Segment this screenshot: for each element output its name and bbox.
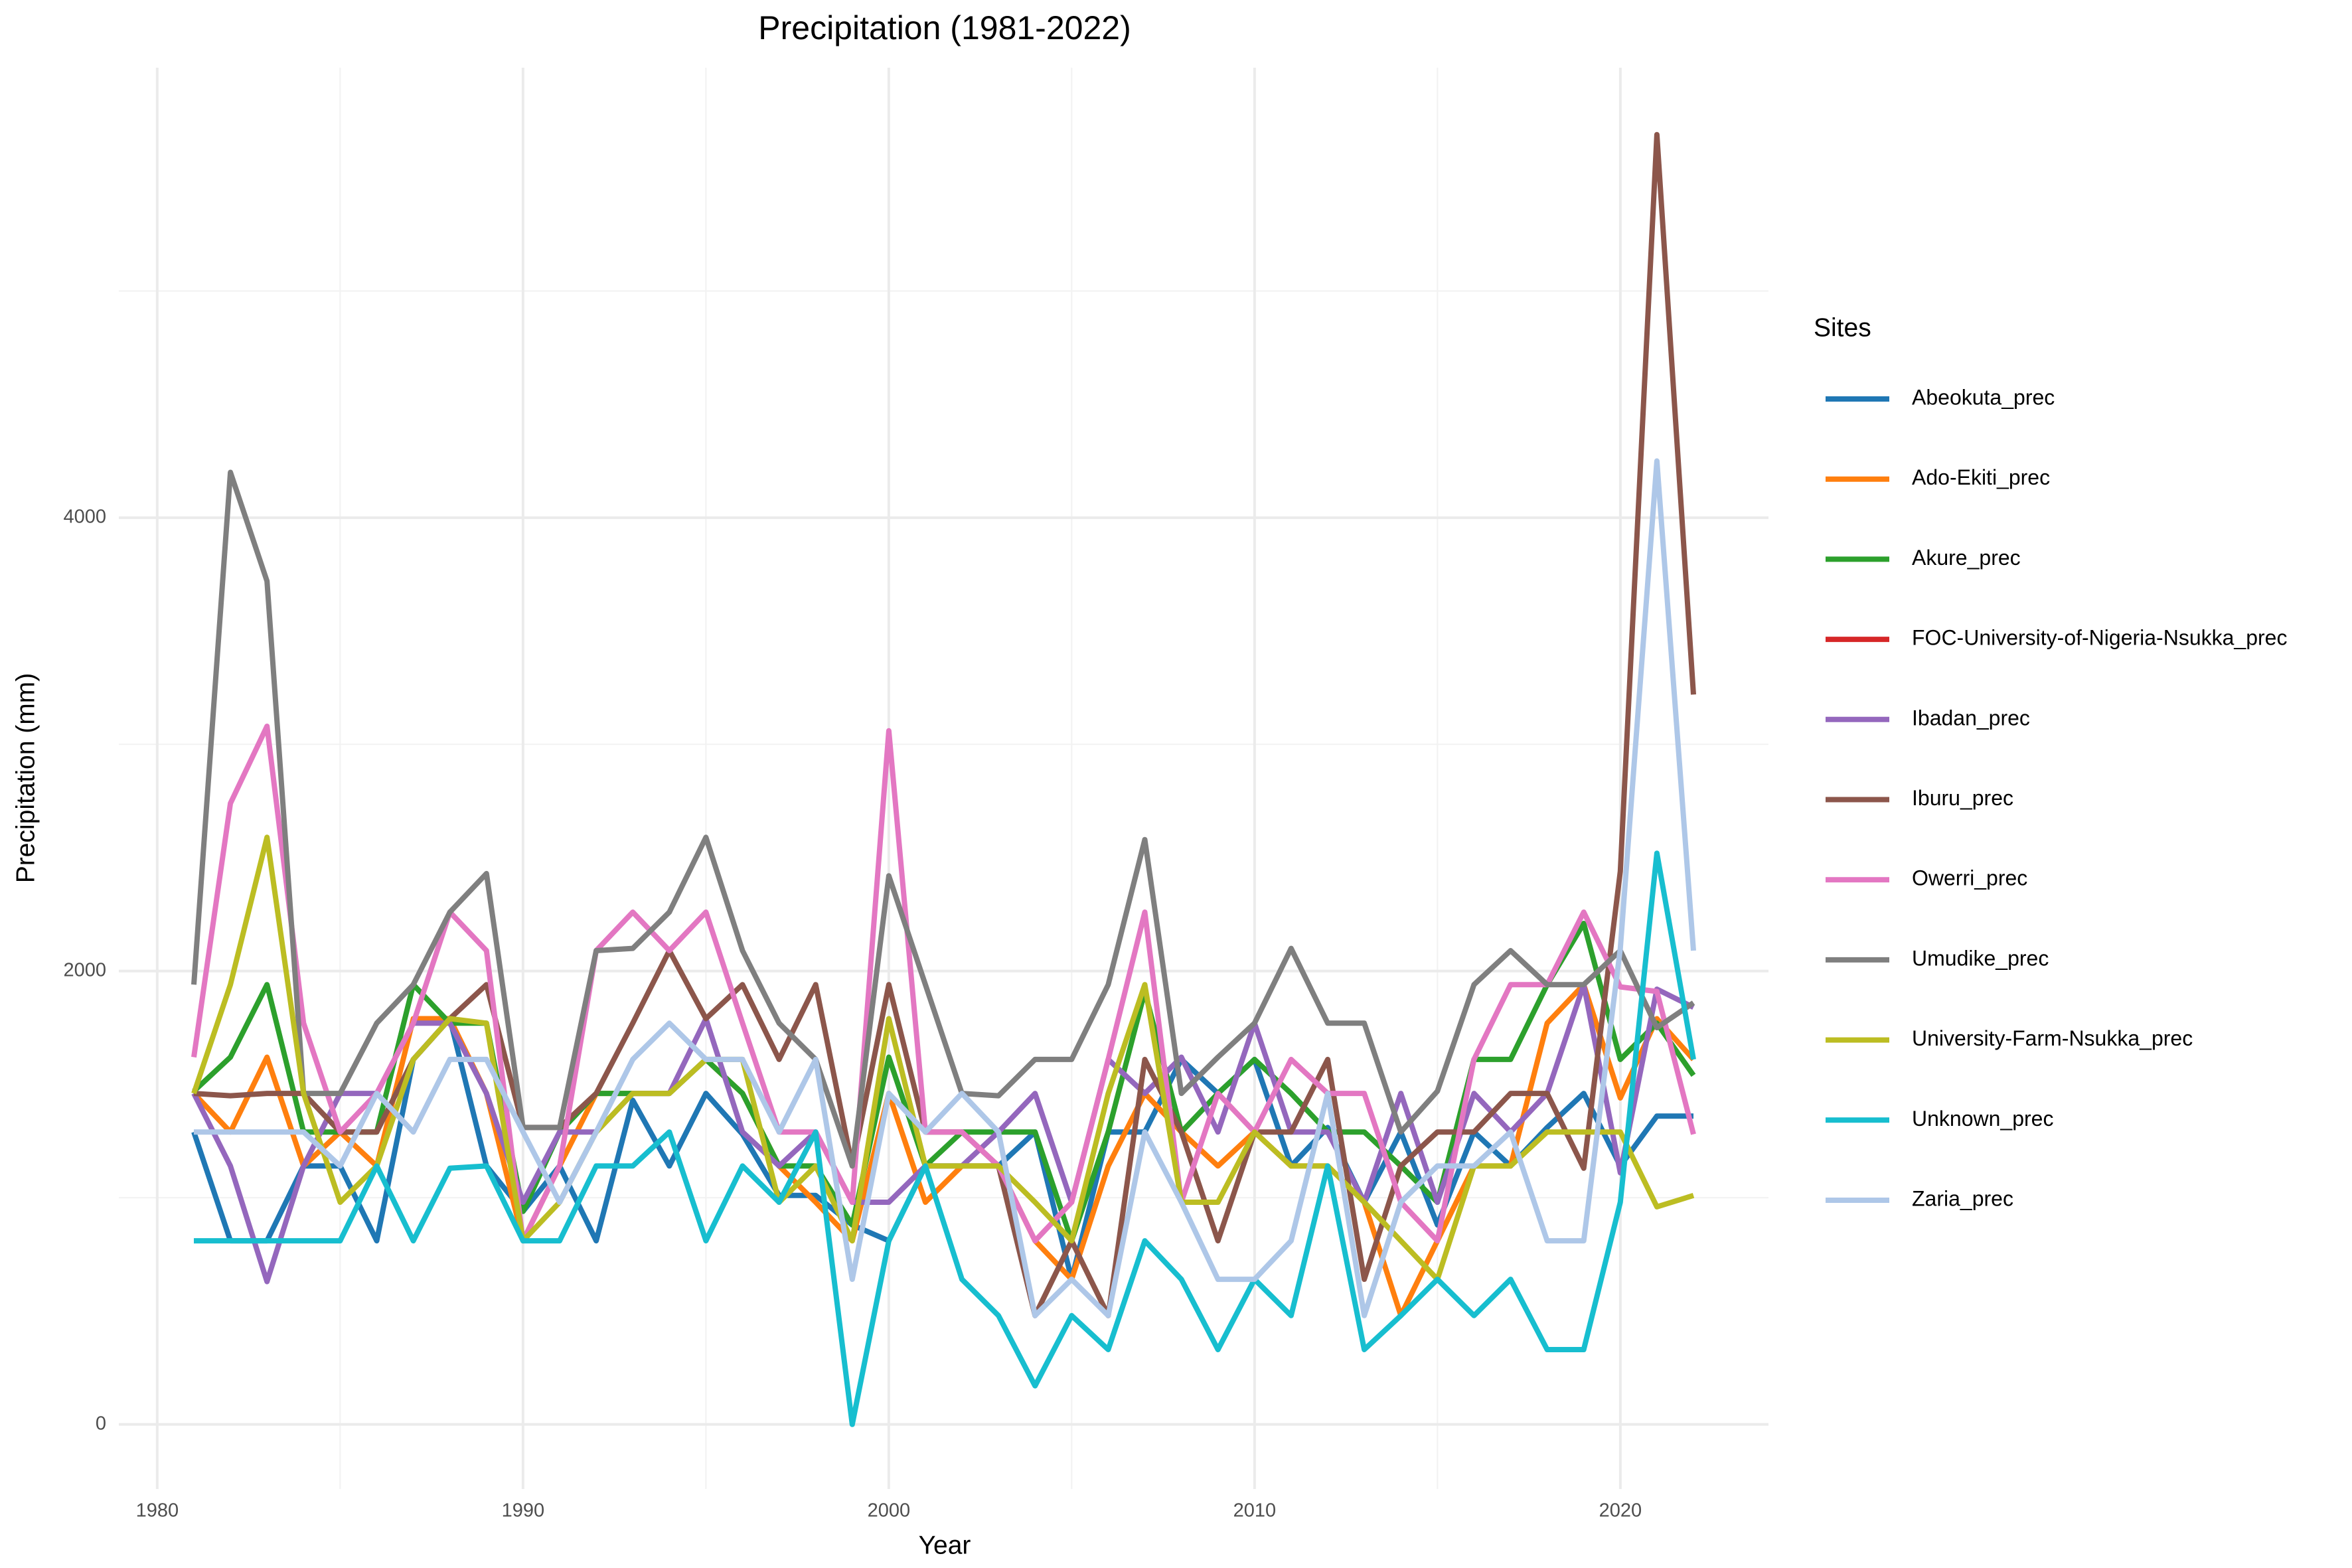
x-axis-title: Year <box>919 1531 971 1559</box>
x-tick-label: 1980 <box>136 1500 179 1522</box>
legend-label: Abeokuta_prec <box>1912 385 2055 409</box>
chart-title: Precipitation (1981-2022) <box>758 9 1131 46</box>
legend-label: Ado-Ekiti_prec <box>1912 465 2050 489</box>
legend-label: Unknown_prec <box>1912 1107 2053 1131</box>
legend-label: Akure_prec <box>1912 546 2021 570</box>
y-tick-label: 0 <box>96 1413 106 1434</box>
series-line <box>191 834 1695 1283</box>
legend-label: Zaria_prec <box>1912 1186 2013 1210</box>
series-line <box>193 131 1696 1318</box>
x-tick-label: 1990 <box>502 1500 545 1522</box>
legend-label: Iburu_prec <box>1912 786 2013 810</box>
series-line <box>194 850 1696 1427</box>
legend-label: University-Farm-Nsukka_prec <box>1912 1026 2193 1050</box>
legend-label: Umudike_prec <box>1912 946 2049 970</box>
y-tick-label: 4000 <box>63 506 106 527</box>
x-tick-label: 2000 <box>868 1500 911 1522</box>
legend-label: FOC-University-of-Nigeria-Nsukka_prec <box>1912 626 2287 650</box>
legend-label: Ibadan_prec <box>1912 706 2030 730</box>
legend-label: Owerri_prec <box>1912 866 2027 890</box>
y-axis-title: Precipitation (mm) <box>11 673 40 883</box>
x-tick-label: 2010 <box>1233 1500 1277 1522</box>
x-tick-label: 2020 <box>1599 1500 1642 1522</box>
series-line <box>194 458 1696 1318</box>
series-line <box>191 724 1696 1244</box>
series-line <box>191 469 1695 1169</box>
y-tick-label: 2000 <box>63 959 106 980</box>
legend-title: Sites <box>1814 313 1871 342</box>
